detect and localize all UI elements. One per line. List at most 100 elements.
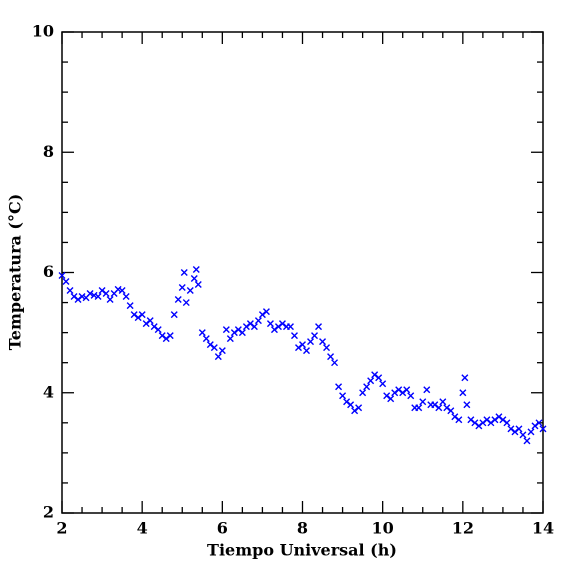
y-tick-label: 4 [43, 382, 54, 401]
data-point [463, 401, 471, 409]
data-point [303, 347, 311, 355]
data-point [206, 341, 214, 349]
data-point [435, 404, 443, 412]
data-point [126, 302, 134, 310]
data-point [158, 332, 166, 340]
data-point [146, 317, 154, 325]
data-point [62, 278, 70, 286]
y-tick-label: 10 [32, 22, 54, 41]
data-point [299, 341, 306, 349]
data-point [515, 425, 523, 433]
data-point [311, 332, 319, 340]
data-point [531, 422, 539, 430]
data-point [274, 323, 282, 331]
data-point [327, 353, 335, 361]
data-point [290, 332, 298, 340]
data-point [194, 281, 202, 289]
y-tick-label: 8 [43, 142, 54, 161]
y-axis-label: Temperatura (°C) [6, 194, 25, 351]
data-point [419, 398, 427, 406]
data-point [162, 335, 170, 343]
data-point [307, 338, 315, 346]
data-point [190, 275, 198, 283]
data-point [539, 425, 547, 433]
data-point [415, 404, 423, 412]
data-point [379, 380, 387, 388]
data-point [499, 416, 507, 424]
data-point [439, 398, 447, 406]
data-point [78, 293, 86, 301]
data-point [383, 392, 391, 400]
data-point [523, 437, 531, 445]
data-point [286, 323, 294, 331]
data-point [491, 416, 499, 424]
data-point [218, 347, 226, 355]
x-tick-label: 6 [217, 519, 228, 538]
data-point [363, 383, 371, 391]
data-point [459, 389, 467, 397]
data-point [339, 392, 347, 400]
y-tick-label: 2 [43, 503, 54, 522]
x-tick-label: 4 [137, 519, 148, 538]
data-point [467, 416, 475, 424]
data-point [503, 419, 511, 427]
data-point [371, 371, 379, 379]
data-point [222, 326, 230, 334]
data-point [234, 326, 242, 334]
data-point [270, 326, 278, 334]
data-point [242, 323, 250, 331]
data-point [278, 320, 286, 328]
x-axis-label: Tiempo Universal (h) [207, 541, 397, 560]
data-point [258, 311, 266, 319]
data-point [138, 311, 146, 319]
data-point [319, 338, 327, 346]
data-point [230, 329, 238, 337]
data-point [238, 329, 246, 337]
data-point [527, 428, 535, 436]
data-point [186, 287, 194, 295]
data-point [130, 311, 138, 319]
data-point [106, 296, 114, 304]
data-point [479, 419, 487, 427]
x-tick-label: 12 [452, 519, 474, 538]
data-point [58, 272, 66, 280]
data-point [98, 287, 106, 295]
data-point [102, 290, 110, 298]
data-point [214, 353, 222, 361]
data-point [487, 419, 495, 427]
data-point [210, 344, 218, 352]
data-point [395, 386, 403, 394]
data-point [367, 377, 375, 385]
data-point [331, 359, 339, 367]
data-point [519, 431, 527, 439]
data-point [266, 320, 274, 328]
data-point [431, 401, 439, 409]
data-point [74, 296, 82, 304]
data-point [447, 407, 455, 415]
data-point [182, 299, 190, 307]
data-point [535, 419, 543, 427]
data-point [407, 392, 415, 400]
data-point [511, 428, 519, 436]
data-point [343, 398, 351, 406]
data-point [66, 287, 74, 295]
data-point [375, 374, 383, 382]
data-point [335, 383, 343, 391]
data-point [86, 290, 94, 298]
data-point [451, 413, 459, 421]
data-point [150, 323, 158, 331]
data-point [246, 320, 254, 328]
data-point [254, 317, 262, 325]
x-tick-label: 8 [297, 519, 308, 538]
data-point [118, 287, 126, 295]
data-point [483, 416, 491, 424]
data-point [202, 335, 210, 343]
data-point [90, 291, 98, 299]
data-point [180, 269, 188, 276]
data-point [387, 395, 395, 403]
data-point [351, 407, 359, 415]
data-point [399, 389, 407, 397]
data-point [403, 386, 411, 394]
data-point [461, 374, 469, 382]
